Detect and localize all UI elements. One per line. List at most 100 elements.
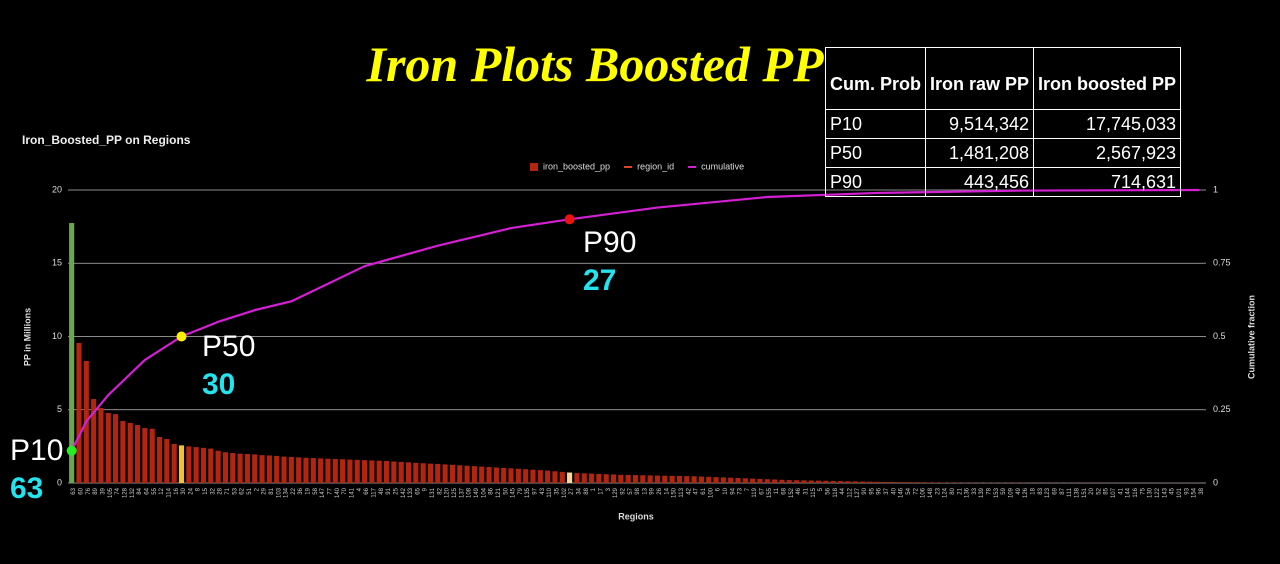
bar bbox=[830, 480, 836, 483]
x-tick-label: 88 bbox=[584, 487, 590, 494]
table-header-cell: Iron raw PP bbox=[925, 47, 1035, 110]
x-tick-label: 20 bbox=[1089, 487, 1095, 494]
annotation-marker bbox=[176, 331, 187, 342]
annotation-marker bbox=[66, 445, 77, 456]
x-tick-label: 87 bbox=[1060, 487, 1066, 494]
x-tick-label: 98 bbox=[635, 487, 641, 494]
bar bbox=[845, 481, 851, 483]
x-tick-label: 45 bbox=[1170, 487, 1176, 494]
bar bbox=[142, 428, 148, 483]
bar bbox=[76, 342, 82, 483]
x-tick-label: 104 bbox=[481, 487, 487, 498]
bar bbox=[413, 462, 419, 483]
bar bbox=[296, 457, 302, 483]
x-tick-label: 151 bbox=[1082, 487, 1088, 498]
table-cell: P50 bbox=[824, 138, 927, 168]
y-axis-title: PP in Millions bbox=[22, 308, 32, 366]
x-tick-label: 40 bbox=[891, 487, 897, 494]
bar bbox=[420, 463, 426, 483]
bar bbox=[735, 478, 741, 483]
x-tick-label: 94 bbox=[730, 487, 736, 494]
bar bbox=[493, 467, 499, 483]
table-cell: 443,456 bbox=[925, 167, 1035, 197]
x-tick-label: 31 bbox=[803, 487, 809, 494]
x-tick-label: 126 bbox=[1023, 487, 1029, 498]
bar bbox=[457, 465, 463, 483]
cumulative-line bbox=[70, 188, 1200, 452]
bar bbox=[208, 448, 214, 483]
bar bbox=[471, 466, 477, 483]
x-tick-label: 56 bbox=[825, 487, 831, 494]
bar bbox=[567, 472, 573, 483]
x-tick-label: 116 bbox=[1133, 487, 1139, 497]
bar bbox=[127, 422, 133, 483]
bar bbox=[215, 450, 221, 483]
bar bbox=[794, 480, 800, 483]
bar bbox=[918, 482, 924, 483]
bar bbox=[274, 455, 280, 483]
x-tick-label: 90 bbox=[862, 487, 868, 494]
bar bbox=[237, 453, 243, 483]
x-tick-label: 42 bbox=[686, 487, 692, 494]
bar bbox=[750, 478, 756, 483]
x-tick-label: 79 bbox=[518, 487, 524, 494]
bar bbox=[398, 461, 404, 483]
bar bbox=[537, 470, 543, 483]
x-tick-label: 140 bbox=[335, 487, 341, 498]
x-tick-label: 92 bbox=[620, 487, 626, 494]
bar bbox=[654, 475, 661, 483]
bar bbox=[713, 477, 719, 483]
y2-tick-label: 1 bbox=[1213, 184, 1218, 194]
x-tick-label: 81 bbox=[269, 487, 275, 494]
bar bbox=[881, 481, 888, 483]
x-tick-label: 57 bbox=[628, 487, 634, 494]
bar bbox=[808, 480, 814, 483]
bar bbox=[925, 482, 931, 483]
x-tick-label: 103 bbox=[276, 487, 282, 498]
bar bbox=[706, 476, 712, 483]
x-tick-label: 66 bbox=[364, 487, 370, 494]
x-tick-label: 91 bbox=[386, 487, 392, 494]
bar bbox=[69, 223, 75, 483]
x-tick-label: 148 bbox=[928, 487, 934, 498]
bar bbox=[362, 460, 368, 483]
bar bbox=[728, 477, 734, 483]
x-tick-label: 114 bbox=[166, 487, 172, 497]
table-header-cell: Cum. Prob bbox=[824, 47, 927, 110]
x-tick-label: 135 bbox=[525, 487, 531, 498]
legend-label: region_id bbox=[637, 161, 674, 171]
x-tick-label: 136 bbox=[965, 487, 971, 498]
bar bbox=[823, 480, 829, 483]
x-tick-label: 139 bbox=[979, 487, 985, 498]
x-tick-label: 85 bbox=[1104, 487, 1110, 494]
y-tick-label: 15 bbox=[52, 258, 62, 268]
bar bbox=[252, 454, 258, 483]
x-tick-label: 23 bbox=[935, 487, 941, 494]
x-tick-label: 80 bbox=[950, 487, 956, 494]
bar bbox=[222, 452, 228, 483]
x-tick-label: 83 bbox=[1038, 487, 1044, 494]
bar bbox=[632, 475, 639, 483]
bar bbox=[171, 444, 177, 483]
x-tick-label: 18 bbox=[1030, 487, 1036, 494]
bar bbox=[559, 471, 565, 483]
y2-tick-label: 0.25 bbox=[1213, 404, 1231, 414]
x-tick-label: 96 bbox=[877, 487, 883, 494]
x-tick-label: 120 bbox=[445, 487, 451, 498]
stats-table: Cum. Prob Iron raw PP Iron boosted PP P10 9,… bbox=[824, 47, 1182, 197]
y-tick-label: 10 bbox=[52, 331, 62, 341]
x-tick-label: 155 bbox=[767, 487, 773, 498]
x-tick-label: 55 bbox=[152, 487, 158, 494]
x-tick-label: 48 bbox=[379, 487, 385, 494]
x-tick-label: 7 bbox=[745, 487, 751, 491]
bar bbox=[911, 482, 917, 483]
x-tick-label: 54 bbox=[906, 487, 912, 494]
x-tick-label: 51 bbox=[247, 487, 253, 494]
bar bbox=[325, 458, 331, 483]
bar bbox=[742, 478, 748, 483]
x-tick-label: 22 bbox=[291, 487, 297, 494]
x-tick-label: 38 bbox=[1199, 487, 1205, 494]
bar bbox=[903, 482, 909, 483]
bar bbox=[786, 480, 792, 483]
